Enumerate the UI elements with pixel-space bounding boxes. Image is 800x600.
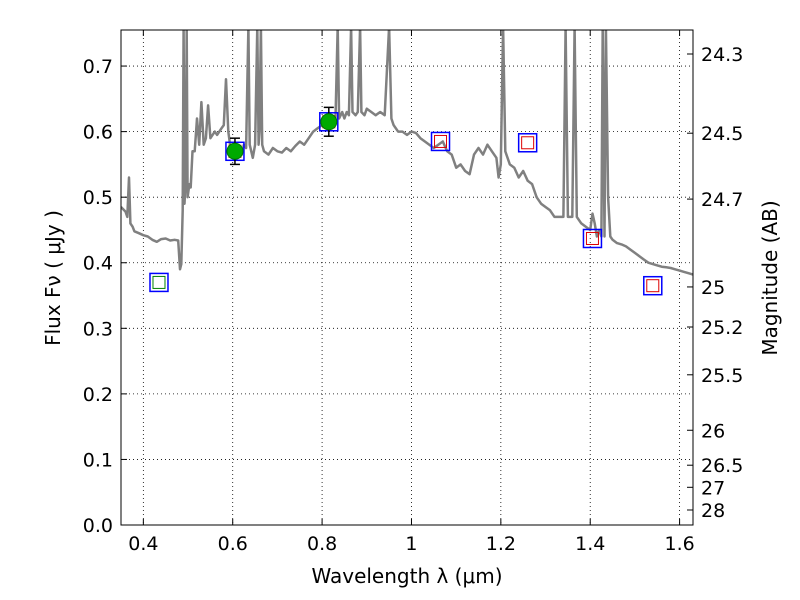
y-tick-label: 0.3 (83, 318, 113, 340)
y2-tick-label: 24.3 (701, 44, 743, 66)
filter-band-marker (643, 275, 663, 296)
y2-tick-label: 27 (701, 477, 725, 499)
x-tick-label: 1 (405, 533, 417, 555)
y-tick-label: 0.4 (83, 253, 113, 275)
filter-band-marker (149, 272, 169, 293)
y-tick-label: 0.5 (83, 187, 113, 209)
y2-tick-label: 25.5 (701, 365, 743, 387)
x-tick-label: 1.6 (664, 533, 694, 555)
y2-tick-label: 24.5 (701, 123, 743, 145)
y2-tick-label: 25 (701, 277, 725, 299)
y-tick-label: 0.1 (83, 449, 113, 471)
y-axis-label: Flux Fν ( μJy ) (41, 210, 65, 346)
model-photometry-marker (152, 275, 166, 289)
x-tick-label: 0.4 (128, 533, 158, 555)
x-axis-label: Wavelength λ (μm) (311, 564, 502, 588)
x-tick-label: 1.4 (575, 533, 605, 555)
x-tick-label: 1.2 (486, 533, 516, 555)
y-tick-label: 0.0 (83, 515, 113, 537)
x-axis-ticks: 0.4 0.6 0.8 1 1.2 1.4 1.6 (128, 30, 695, 555)
x-tick-label: 0.8 (307, 533, 337, 555)
x-tick-label: 0.6 (218, 533, 248, 555)
observed-point (226, 142, 244, 160)
y2-tick-label: 26.5 (701, 455, 743, 477)
y2-tick-label: 25.2 (701, 317, 743, 339)
y2-tick-label: 26 (701, 420, 725, 442)
y2-tick-label: 28 (701, 500, 725, 522)
model-photometry-marker (521, 136, 535, 150)
filter-band-marker (582, 228, 603, 249)
model-photometry-marker (434, 134, 448, 148)
filter-band-marker (430, 131, 451, 152)
y-axis-ticks: 0.0 0.1 0.2 0.3 0.4 0.5 0.6 0.7 (83, 56, 127, 537)
y2-tick-label: 24.7 (701, 189, 743, 211)
filter-band-marker (517, 133, 538, 153)
y-tick-label: 0.2 (83, 384, 113, 406)
model-photometry-marker (585, 231, 599, 245)
observed-point (320, 113, 338, 131)
y-tick-label: 0.7 (83, 56, 113, 78)
markers (149, 106, 663, 296)
y-tick-label: 0.6 (83, 122, 113, 144)
model-photometry-marker (646, 279, 660, 293)
plot-frame (120, 29, 694, 526)
y2-axis-label: Magnitude (AB) (758, 200, 782, 355)
